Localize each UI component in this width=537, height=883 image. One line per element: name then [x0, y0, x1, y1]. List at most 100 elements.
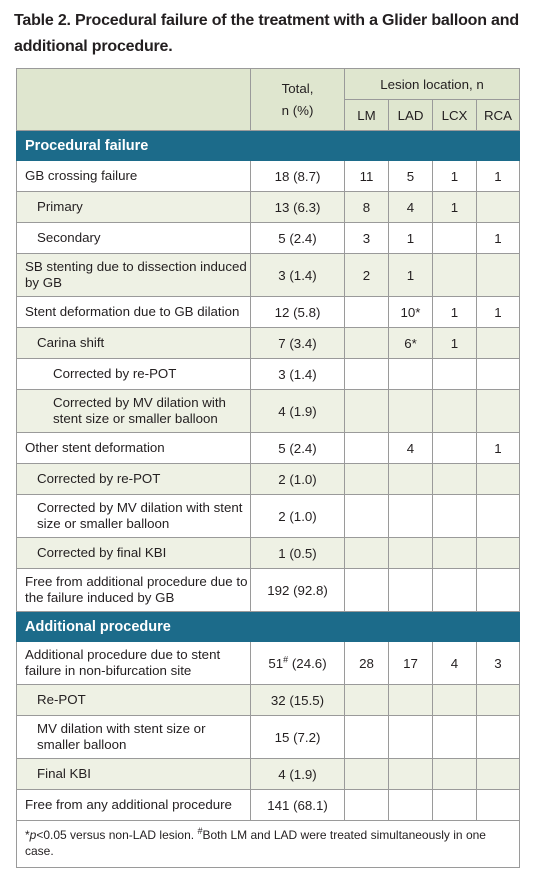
table-row: Final KBI 4 (1.9)	[16, 758, 520, 790]
row-rca: 1	[476, 432, 520, 464]
row-lcx	[432, 789, 477, 821]
footnote-hash: #	[197, 826, 203, 836]
row-label: Corrected by re-POT	[16, 463, 251, 495]
row-rca	[476, 684, 520, 716]
table-footnote: *p<0.05 versus non-LAD lesion. #Both LM …	[16, 820, 520, 868]
header-blank-cell	[16, 68, 251, 131]
row-label: Secondary	[16, 222, 251, 254]
row-lm	[344, 463, 389, 495]
row-rca	[476, 537, 520, 569]
table-row: Additional procedure due to stent failur…	[16, 641, 520, 685]
header-col-rca: RCA	[476, 99, 520, 131]
row-label: Corrected by final KBI	[16, 537, 251, 569]
row-total: 18 (8.7)	[250, 160, 345, 192]
row-lm	[344, 758, 389, 790]
row-label: Free from any additional procedure	[16, 789, 251, 821]
row-label: Corrected by re-POT	[16, 358, 251, 390]
row-lad	[388, 758, 433, 790]
row-rca	[476, 494, 520, 538]
table-row: GB crossing failure 18 (8.7) 11 5 1 1	[16, 160, 520, 192]
row-lad	[388, 715, 433, 759]
table-row: Corrected by MV dilation with stent size…	[16, 389, 520, 433]
table-row: Corrected by MV dilation with stent size…	[16, 494, 520, 538]
row-lcx	[432, 253, 477, 297]
row-label: SB stenting due to dissection induced by…	[16, 253, 251, 297]
row-total: 13 (6.3)	[250, 191, 345, 223]
row-rca: 1	[476, 296, 520, 328]
header-total: Total, n (%)	[250, 68, 345, 131]
table-title: Table 2. Procedural failure of the treat…	[14, 12, 519, 55]
table-row: Corrected by final KBI 1 (0.5)	[16, 537, 520, 569]
row-lad: 6*	[388, 327, 433, 359]
row-lm	[344, 537, 389, 569]
row-rca	[476, 789, 520, 821]
footnote-p: p	[29, 828, 37, 842]
row-lad	[388, 568, 433, 612]
row-total-percent: (24.6)	[288, 655, 327, 671]
row-lm	[344, 494, 389, 538]
row-total: 5 (2.4)	[250, 432, 345, 464]
row-rca	[476, 358, 520, 390]
row-label: Corrected by MV dilation with stent size…	[16, 389, 251, 433]
table-row: Corrected by re-POT 3 (1.4)	[16, 358, 520, 390]
row-lcx: 1	[432, 160, 477, 192]
row-lm	[344, 327, 389, 359]
header-col-lm: LM	[344, 99, 389, 131]
section-procedural-failure: Procedural failure	[16, 130, 520, 161]
row-lm: 11	[344, 160, 389, 192]
row-rca	[476, 463, 520, 495]
row-rca	[476, 758, 520, 790]
row-total: 2 (1.0)	[250, 463, 345, 495]
table-row: Free from additional procedure due to th…	[16, 568, 520, 612]
row-rca	[476, 191, 520, 223]
row-total: 15 (7.2)	[250, 715, 345, 759]
footnote-star: *	[25, 828, 30, 842]
results-table: Total, n (%) Lesion location, n LM LAD L…	[16, 68, 520, 868]
row-rca	[476, 327, 520, 359]
table-row: Corrected by re-POT 2 (1.0)	[16, 463, 520, 495]
row-lcx	[432, 568, 477, 612]
table-row: Re-POT 32 (15.5)	[16, 684, 520, 716]
row-total: 12 (5.8)	[250, 296, 345, 328]
footnote-p-text: <0.05 versus non-LAD lesion.	[36, 828, 198, 842]
row-lad: 17	[388, 641, 433, 685]
row-label: Additional procedure due to stent failur…	[16, 641, 251, 685]
row-lcx	[432, 758, 477, 790]
row-total: 3 (1.4)	[250, 253, 345, 297]
row-label: Free from additional procedure due to th…	[16, 568, 251, 612]
row-lcx	[432, 715, 477, 759]
row-lcx: 1	[432, 327, 477, 359]
row-lad	[388, 789, 433, 821]
row-total: 4 (1.9)	[250, 389, 345, 433]
table-row: Carina shift 7 (3.4) 6* 1	[16, 327, 520, 359]
row-total: 141 (68.1)	[250, 789, 345, 821]
table-row: Secondary 5 (2.4) 3 1 1	[16, 222, 520, 254]
row-lad: 4	[388, 432, 433, 464]
row-label: MV dilation with stent size or smaller b…	[16, 715, 251, 759]
row-lm: 8	[344, 191, 389, 223]
footnote-hash-text: Both LM and LAD were treated simultaneou…	[25, 828, 486, 858]
row-lm	[344, 432, 389, 464]
row-total: 2 (1.0)	[250, 494, 345, 538]
row-label: Corrected by MV dilation with stent size…	[16, 494, 251, 538]
header-total-line1: Total,	[281, 80, 314, 96]
table-row: SB stenting due to dissection induced by…	[16, 253, 520, 297]
row-total: 1 (0.5)	[250, 537, 345, 569]
row-rca	[476, 715, 520, 759]
row-lcx	[432, 463, 477, 495]
row-lm	[344, 389, 389, 433]
row-lm: 28	[344, 641, 389, 685]
table-row: Primary 13 (6.3) 8 4 1	[16, 191, 520, 223]
row-lm	[344, 789, 389, 821]
row-total: 5 (2.4)	[250, 222, 345, 254]
row-lcx	[432, 684, 477, 716]
row-total: 7 (3.4)	[250, 327, 345, 359]
row-rca: 1	[476, 222, 520, 254]
row-lad: 1	[388, 222, 433, 254]
row-label: GB crossing failure	[16, 160, 251, 192]
row-lcx	[432, 494, 477, 538]
row-lm	[344, 296, 389, 328]
table-row: Free from any additional procedure 141 (…	[16, 789, 520, 821]
row-rca	[476, 253, 520, 297]
row-lad	[388, 684, 433, 716]
